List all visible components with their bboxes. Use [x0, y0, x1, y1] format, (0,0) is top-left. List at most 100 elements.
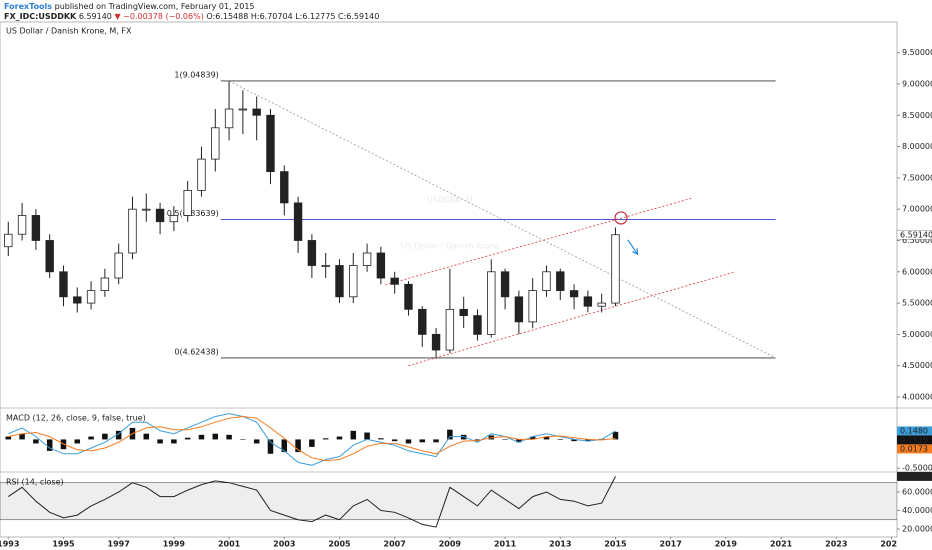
series-line: [8, 415, 616, 462]
fib-label: 1(9.04839): [174, 70, 218, 79]
candle-body: [487, 271, 496, 335]
last-value-label: 0.1480: [900, 426, 928, 435]
y-tick-label: 8.00000: [902, 142, 932, 151]
last-value-box: [896, 230, 932, 240]
y-tick-label: 40.0000: [902, 506, 932, 515]
candle-body: [335, 265, 344, 298]
last-value-label: 0.1316: [900, 435, 928, 444]
candle-body: [611, 234, 620, 304]
histogram-bar: [5, 436, 12, 440]
x-tick-label: 2003: [273, 540, 295, 549]
histogram-bar: [309, 439, 315, 447]
watermark: USDDKK, M: [427, 196, 473, 205]
histogram-bar: [212, 433, 219, 440]
published: published on TradingView.com, February 0…: [55, 2, 255, 11]
y-tick-label: 8.50000: [902, 111, 932, 120]
header-line: ForexTools published on TradingView.com,…: [4, 2, 255, 11]
publisher: ForexTools: [4, 2, 52, 11]
histogram-bar: [585, 439, 591, 442]
histogram-bar: [378, 438, 384, 440]
histogram-bar: [198, 434, 205, 440]
ohlc: O:6.15488 H:6.70704 L:6.12775 C:6.59140: [206, 12, 379, 21]
candle-body: [431, 333, 441, 351]
last-price: 6.59140: [79, 12, 112, 21]
histogram-bar: [33, 439, 39, 444]
histogram-bar: [115, 430, 122, 440]
histogram-bar: [502, 439, 508, 440]
histogram-bar: [46, 439, 53, 451]
change: ▼ −0.00378 (−0.06%): [114, 12, 203, 21]
candle-body: [459, 308, 468, 317]
candle-body: [293, 202, 303, 241]
candle-body: [183, 189, 192, 216]
last-value-box: [897, 444, 932, 454]
candle-body: [252, 108, 261, 116]
candle-body: [418, 308, 427, 335]
candle-body: [556, 271, 565, 291]
last-value-label: 76.8120: [900, 472, 932, 481]
series-line: [8, 413, 616, 466]
arrow-head: [631, 248, 639, 256]
last-value-label: 6.59140: [900, 230, 932, 239]
histogram-bar: [543, 436, 550, 440]
fib-label: 0.5(6.83639): [167, 209, 219, 218]
rsi-band: [0, 482, 897, 521]
y-tick-label: 7.50000: [902, 173, 932, 182]
candle-body: [500, 271, 510, 298]
candle-body: [321, 265, 330, 267]
candle-body: [17, 215, 27, 235]
candle-body: [349, 265, 358, 298]
histogram-bar: [157, 439, 163, 444]
x-tick-label: 1997: [108, 540, 130, 549]
candle-body: [390, 277, 399, 285]
candle-body: [169, 215, 179, 223]
last-value-box: [897, 426, 932, 436]
symbol-line: FX_IDC:USDDKK 6.59140 ▼ −0.00378 (−0.06%…: [4, 12, 379, 21]
candle-body: [569, 290, 579, 298]
candle-body: [445, 308, 455, 351]
candle-body: [528, 290, 537, 323]
candle-body: [197, 158, 206, 191]
x-tick-label: 2011: [494, 540, 517, 549]
candle-body: [45, 240, 54, 273]
x-tick-label: 2001: [218, 540, 241, 549]
histogram-bar: [557, 439, 564, 440]
trendline: [385, 197, 693, 286]
candle-body: [100, 277, 110, 291]
y-tick-label: 6.50000: [902, 236, 932, 245]
plot-frame: [0, 21, 898, 538]
y-tick-label: -0.5000: [902, 464, 932, 473]
symbol: FX_IDC:USDDKK: [4, 12, 77, 21]
x-tick-label: 2007: [384, 540, 406, 549]
histogram-bar: [74, 439, 81, 444]
histogram-bar: [240, 439, 246, 440]
histogram-bar: [253, 439, 260, 444]
histogram-bar: [391, 439, 398, 442]
histogram-bar: [336, 436, 343, 440]
candle-body: [31, 215, 41, 241]
histogram-bar: [405, 439, 412, 444]
last-value-box: [897, 435, 932, 445]
x-tick-label: 2021: [770, 540, 793, 549]
histogram-bar: [322, 438, 329, 440]
candle-body: [211, 127, 220, 160]
histogram-bar: [143, 433, 150, 440]
y-tick-label: 4.00000: [902, 392, 932, 401]
watermark-subtitle: US Dollar / Danish Krone: [401, 242, 499, 251]
panel-title: RSI (14, close): [6, 478, 64, 487]
y-tick-label: 4.50000: [902, 361, 932, 370]
candle-body: [597, 302, 606, 307]
y-tick-label: 60.0000: [902, 487, 932, 496]
last-value-box: [897, 471, 932, 481]
candle-body: [59, 271, 68, 298]
histogram-bar: [267, 439, 274, 454]
histogram-bar: [516, 439, 522, 443]
y-tick-label: 9.50000: [902, 48, 932, 57]
x-tick-label: 2013: [549, 540, 571, 549]
x-tick-label: 2005: [328, 540, 351, 549]
histogram-bar: [102, 433, 108, 440]
candle-body: [155, 208, 165, 223]
histogram-bar: [88, 436, 94, 440]
panel-title: MACD (12, 26, close, 9, false, true): [6, 414, 146, 423]
